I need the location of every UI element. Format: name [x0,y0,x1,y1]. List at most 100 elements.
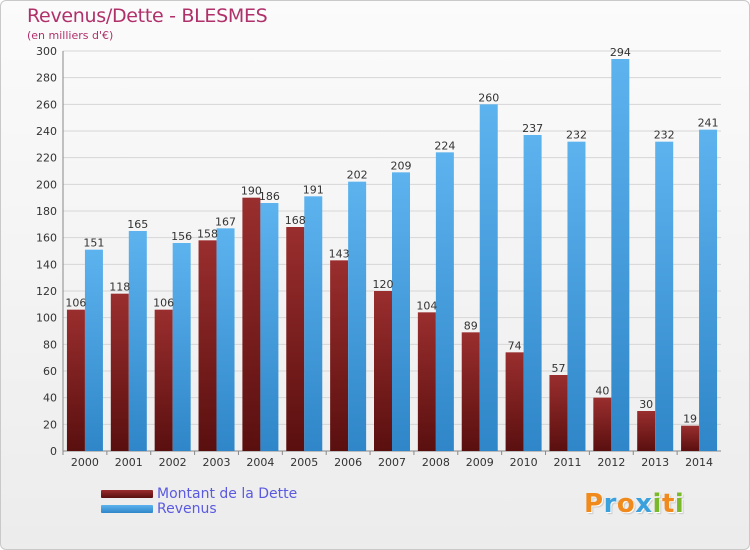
data-label-dette: 168 [285,214,306,227]
x-tick-label: 2004 [246,456,274,469]
data-label-revenus: 241 [698,117,719,130]
y-tick-label: 80 [43,338,57,351]
bar-dette [110,293,129,451]
bar-dette [66,309,85,451]
data-label-revenus: 202 [347,169,368,182]
data-label-revenus: 260 [478,91,499,104]
bar-dette [549,375,568,451]
data-label-dette: 143 [329,247,350,260]
y-tick-label: 100 [36,312,57,325]
bar-dette [461,332,480,451]
legend-swatch-dette [101,490,153,498]
bar-revenus [304,196,323,451]
data-label-dette: 30 [639,398,653,411]
chart-title: Revenus/Dette - BLESMES [27,5,268,27]
data-label-dette: 19 [683,413,697,426]
data-label-revenus: 186 [259,190,280,203]
x-tick-label: 2012 [597,456,625,469]
y-tick-label: 200 [36,178,57,191]
data-label-revenus: 156 [171,230,192,243]
logo-letter: r [603,489,617,519]
x-tick-label: 2011 [553,456,581,469]
legend-label-dette: Montant de la Dette [157,486,298,502]
logo-letter: i [674,489,685,519]
bar-revenus [216,228,235,451]
bar-revenus [260,203,279,451]
axes: 0204060801001201401601802002202402602803… [36,45,721,469]
data-label-revenus: 232 [566,129,587,142]
bar-dette [505,352,524,451]
data-label-dette: 57 [551,362,565,375]
y-tick-label: 120 [36,285,57,298]
y-tick-label: 240 [36,125,57,138]
x-tick-label: 2003 [203,456,231,469]
bar-revenus [567,141,586,451]
y-tick-label: 20 [43,418,57,431]
data-label-dette: 158 [197,227,218,240]
logo-letter: t [661,489,675,519]
data-label-revenus: 165 [127,218,148,231]
y-tick-label: 220 [36,152,57,165]
data-label-dette: 40 [595,385,609,398]
data-label-dette: 118 [109,281,130,294]
data-label-dette: 106 [65,297,86,310]
bar-dette [330,260,349,451]
bar-revenus [655,141,674,451]
proxiti-logo: Proxiti [584,489,684,519]
data-label-revenus: 167 [215,215,236,228]
bar-revenus [479,104,498,451]
y-tick-label: 60 [43,365,57,378]
bar-dette [637,411,656,451]
data-label-dette: 120 [373,278,394,291]
y-tick-label: 260 [36,98,57,111]
bar-revenus [172,243,191,451]
x-tick-label: 2002 [159,456,187,469]
data-label-revenus: 294 [610,46,631,59]
x-tick-label: 2013 [641,456,669,469]
bar-dette [681,425,700,451]
logo-letter: i [652,489,662,519]
bar-dette [593,397,612,451]
bar-dette [286,227,305,451]
logo-letter: x [635,489,653,519]
y-tick-label: 140 [36,258,57,271]
x-tick-label: 2005 [290,456,318,469]
data-label-dette: 104 [416,299,437,312]
data-label-revenus: 237 [522,122,543,135]
bar-dette [198,240,217,451]
y-tick-label: 300 [36,45,57,58]
y-tick-label: 160 [36,232,57,245]
logo-letter: o [616,489,636,519]
legend-swatch-revenus [101,505,153,513]
bar-dette [242,197,261,451]
x-tick-label: 2014 [685,456,713,469]
x-tick-label: 2010 [510,456,538,469]
bar-dette [154,309,173,451]
x-tick-label: 2001 [115,456,143,469]
y-tick-label: 0 [50,445,57,458]
x-tick-label: 2009 [466,456,494,469]
data-label-dette: 190 [241,185,262,198]
bars [66,59,718,452]
bar-revenus [392,172,410,452]
data-label-revenus: 191 [303,183,324,196]
bar-revenus [128,231,147,451]
bar-revenus [699,129,718,451]
x-tick-label: 2006 [334,456,362,469]
logo-letter: P [584,489,604,519]
bar-revenus [435,152,454,452]
y-tick-label: 180 [36,205,57,218]
legend-label-revenus: Revenus [157,501,217,517]
bar-dette [374,291,392,451]
y-tick-label: 280 [36,72,57,85]
data-label-revenus: 224 [434,139,455,152]
x-tick-label: 2000 [71,456,99,469]
data-label-dette: 106 [153,297,174,310]
y-tick-label: 40 [43,392,57,405]
bar-revenus [348,181,367,451]
data-label-revenus: 151 [83,237,104,250]
data-label-revenus: 209 [391,159,412,172]
